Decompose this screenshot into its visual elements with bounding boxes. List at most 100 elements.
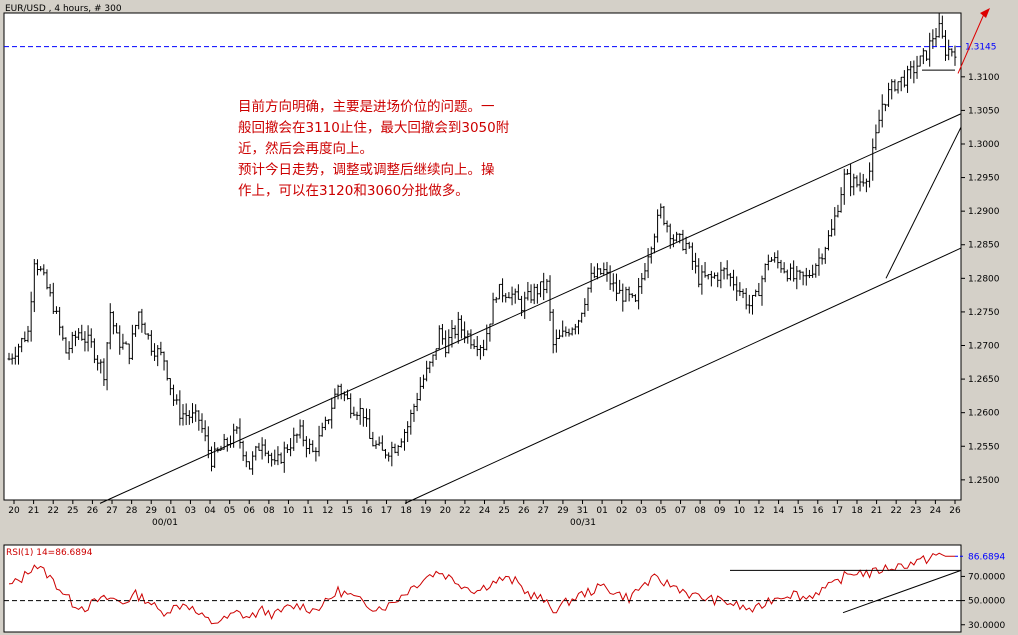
price-tick: 1.2950 xyxy=(961,174,1000,184)
price-bar xyxy=(282,441,286,473)
svg-text:1.2500: 1.2500 xyxy=(968,476,1000,486)
price-bar xyxy=(390,441,394,467)
price-bar xyxy=(298,419,302,439)
svg-text:21: 21 xyxy=(871,506,882,516)
price-plot-area xyxy=(3,12,962,501)
price-bar xyxy=(130,324,134,360)
price-bar xyxy=(121,333,125,350)
price-bar xyxy=(570,327,574,336)
svg-text:21: 21 xyxy=(28,506,39,516)
price-bar xyxy=(58,306,62,336)
price-bar xyxy=(295,433,299,443)
date-tick: 20 xyxy=(440,500,451,516)
price-bar xyxy=(285,444,289,454)
annotation-line: 预计今日走势，调整或调整后继续向上。操 xyxy=(238,162,495,178)
price-bar xyxy=(292,427,296,451)
price-bar xyxy=(893,79,897,92)
annotation-line: 般回撤会在3110止住，最大回撤会到3050附 xyxy=(238,120,509,136)
rsi-title: RSI(1) 14=86.6894 xyxy=(6,548,93,558)
price-bar xyxy=(782,262,786,274)
price-bar xyxy=(858,172,862,192)
price-bar xyxy=(662,205,666,226)
price-bar xyxy=(67,341,71,360)
price-bar xyxy=(127,343,131,365)
price-bar xyxy=(741,288,745,299)
price-bar xyxy=(425,360,429,382)
svg-text:1.3000: 1.3000 xyxy=(968,140,1000,150)
price-bar xyxy=(251,451,255,475)
price-bar xyxy=(156,345,160,367)
rsi-tick: 50.0000 xyxy=(961,597,1005,607)
svg-text:02: 02 xyxy=(616,506,627,516)
price-bar xyxy=(200,413,204,433)
price-bar xyxy=(187,410,191,425)
date-tick: 27 xyxy=(538,500,549,516)
price-bar xyxy=(611,273,615,292)
price-bar xyxy=(434,348,438,360)
price-bar xyxy=(118,325,122,355)
price-bar xyxy=(368,408,372,440)
price-bar xyxy=(874,124,878,151)
date-tick: 27 xyxy=(106,500,118,516)
price-bar xyxy=(507,292,511,299)
price-bar xyxy=(523,291,527,319)
price-bar xyxy=(472,339,476,350)
price-bar xyxy=(697,258,701,288)
price-bar xyxy=(304,436,308,458)
price-bar xyxy=(868,162,872,188)
price-bar xyxy=(92,338,96,364)
price-bar xyxy=(475,336,479,357)
price-bar xyxy=(431,354,435,367)
price-bar xyxy=(301,420,305,447)
svg-text:08: 08 xyxy=(263,506,275,516)
upward-arrow-line xyxy=(957,13,985,74)
svg-text:27: 27 xyxy=(106,506,117,516)
price-bar xyxy=(178,390,182,426)
price-bar xyxy=(137,311,141,330)
price-bar xyxy=(583,298,587,317)
price-bar xyxy=(766,254,770,271)
price-bar xyxy=(788,263,792,281)
price-bar xyxy=(744,288,748,310)
price-bar xyxy=(73,330,77,347)
price-bar xyxy=(482,339,486,357)
date-tick: 16 xyxy=(361,500,373,516)
price-bar xyxy=(406,421,410,443)
price-tick: 1.2900 xyxy=(961,207,1000,217)
price-tick: 1.2750 xyxy=(961,308,1000,318)
price-bar xyxy=(61,325,65,341)
price-bar xyxy=(317,425,321,457)
price-bar xyxy=(387,452,391,462)
price-bar xyxy=(728,272,732,287)
price-bar xyxy=(554,329,558,353)
price-bar xyxy=(247,461,251,470)
price-bar xyxy=(918,55,922,67)
date-tick: 14 xyxy=(773,500,785,516)
price-bar xyxy=(115,322,119,334)
svg-text:31: 31 xyxy=(577,506,588,516)
price-bar xyxy=(580,312,584,323)
date-tick: 22 xyxy=(890,500,902,516)
date-tick: 31 xyxy=(577,500,588,516)
svg-text:03: 03 xyxy=(185,506,196,516)
price-bar xyxy=(896,81,900,94)
price-bar xyxy=(595,263,599,280)
price-bar xyxy=(548,275,552,322)
price-bar xyxy=(773,252,777,263)
svg-text:18: 18 xyxy=(851,506,863,516)
price-bar xyxy=(725,260,729,280)
price-bar xyxy=(108,303,112,350)
price-bar xyxy=(203,420,207,442)
annotation-line: 目前方向明确，主要是进场价位的问题。一 xyxy=(238,98,495,115)
upper-channel-line xyxy=(99,113,962,504)
price-bar xyxy=(694,252,698,274)
price-bar xyxy=(703,261,707,278)
price-bar xyxy=(722,267,726,280)
svg-text:05: 05 xyxy=(224,506,235,516)
svg-text:16: 16 xyxy=(812,506,824,516)
price-bar xyxy=(168,378,172,396)
date-tick: 08 xyxy=(694,500,706,516)
price-bar xyxy=(681,229,685,251)
price-bar xyxy=(409,409,413,435)
price-bar xyxy=(260,437,264,460)
